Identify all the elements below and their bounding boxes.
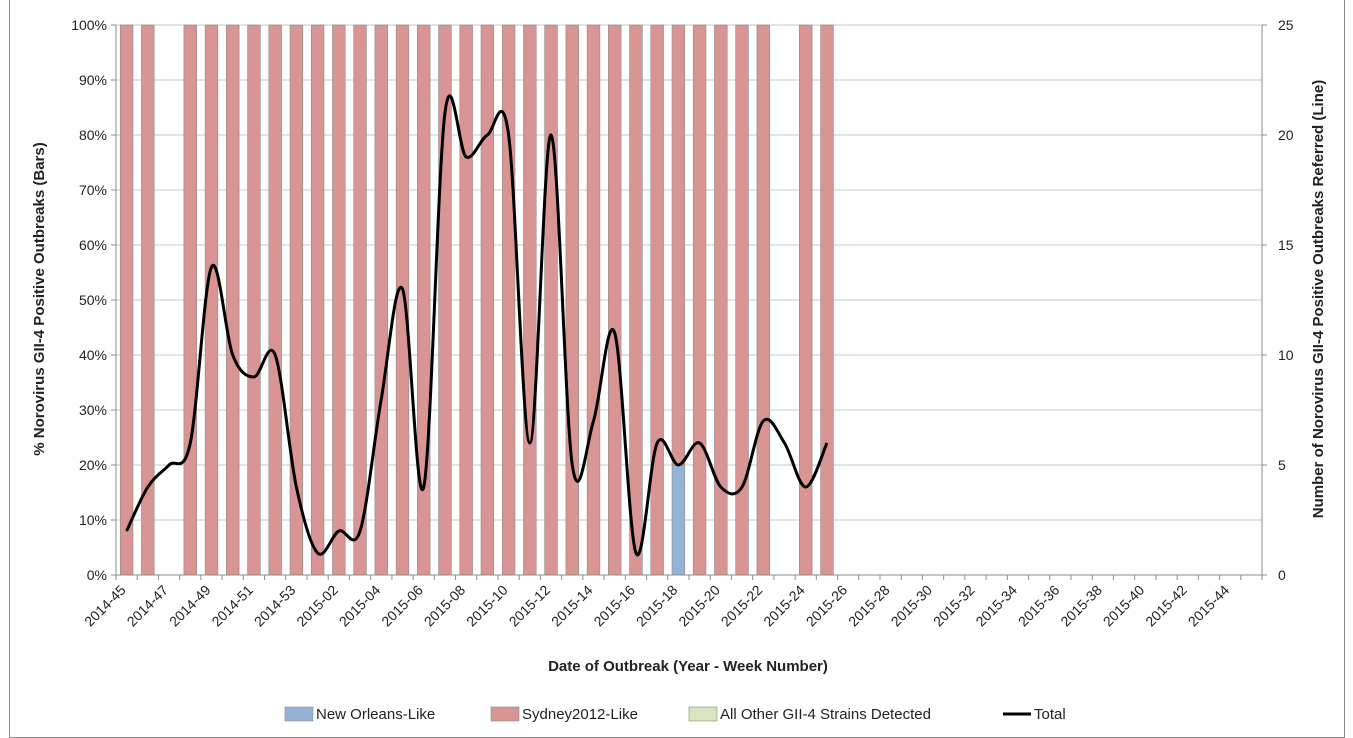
bar (586, 24, 601, 576)
bar (756, 24, 770, 576)
legend-label: Sydney2012-Like (522, 706, 638, 723)
bar (226, 24, 240, 576)
y2-axis-title: Number of Norovirus GII-4 Positive Outbr… (1310, 80, 1327, 518)
y-tick-label: 70% (79, 182, 107, 198)
bar (459, 24, 473, 576)
x-tick-label: 2015-40 (1100, 582, 1148, 630)
bar (523, 24, 537, 576)
y-axis-title: % Norovirus GII-4 Positive Outbreaks (Ba… (31, 142, 48, 455)
x-tick-label: 2015-06 (378, 582, 426, 630)
bar (353, 24, 367, 576)
y2-tick-label: 5 (1278, 457, 1286, 473)
legend-swatch (688, 706, 718, 722)
bar (799, 24, 813, 576)
bar (395, 24, 410, 576)
x-tick-label: 2015-38 (1057, 582, 1105, 630)
bar (501, 24, 516, 576)
y-tick-label: 80% (79, 127, 107, 143)
x-tick-label: 2015-02 (293, 582, 341, 630)
x-tick-label: 2014-45 (81, 582, 129, 630)
legend-label: All Other GII-4 Strains Detected (720, 706, 931, 723)
x-tick-label: 2014-53 (251, 582, 299, 630)
x-tick-label: 2015-28 (845, 582, 893, 630)
x-tick-label: 2015-30 (888, 582, 936, 630)
legend-swatch (284, 706, 314, 722)
legend: New Orleans-Like Sydney2012-Like All Other… (284, 706, 1066, 723)
y-tick-label: 90% (79, 72, 107, 88)
bar (183, 24, 197, 576)
y2-tick-label: 25 (1278, 17, 1294, 33)
bar (629, 24, 643, 576)
x-tick-label: 2014-47 (124, 582, 172, 630)
bar (820, 24, 834, 576)
x-tick-label: 2015-18 (633, 582, 681, 630)
x-tick-label: 2015-32 (930, 582, 978, 630)
bar (544, 24, 558, 576)
bar (374, 24, 388, 576)
bar (671, 464, 686, 576)
bar (671, 24, 686, 466)
y2-tick-label: 0 (1278, 567, 1286, 583)
y2-tick-label: 20 (1278, 127, 1294, 143)
bar (608, 24, 622, 576)
x-axis-title: Date of Outbreak (Year - Week Number) (548, 658, 828, 675)
bar (692, 24, 707, 576)
bar (650, 24, 664, 576)
x-tick-label: 2015-24 (760, 582, 808, 630)
x-tick-labels: 2014-452014-472014-492014-512014-532015-… (81, 582, 1232, 630)
x-tick-label: 2015-04 (336, 582, 384, 630)
x-tick-label: 2015-26 (803, 582, 851, 630)
x-tick-label: 2015-34 (972, 582, 1020, 630)
bar (268, 24, 282, 576)
legend-label: Total (1034, 706, 1066, 723)
bar (565, 24, 579, 576)
x-tick-label: 2015-42 (1142, 582, 1190, 630)
y-tick-label: 30% (79, 402, 107, 418)
x-tick-label: 2015-36 (1015, 582, 1063, 630)
line-series (125, 94, 829, 557)
x-tick-label: 2015-44 (1185, 582, 1233, 630)
bar (417, 24, 431, 576)
x-tick-label: 2015-14 (548, 582, 596, 630)
gridlines (116, 24, 1262, 576)
x-tick-label: 2015-16 (590, 582, 638, 630)
y-tick-label: 10% (79, 512, 107, 528)
y2-tick-label: 15 (1278, 237, 1294, 253)
y-tick-label: 60% (79, 237, 107, 253)
y-tick-label: 50% (79, 292, 107, 308)
bar (119, 24, 134, 576)
x-tick-label: 2015-20 (675, 582, 723, 630)
x-tick-label: 2014-51 (208, 582, 256, 630)
y2-tick-labels: 0 5 10 15 20 25 (1278, 17, 1294, 583)
y-tick-label: 0% (87, 567, 107, 583)
x-tick-label: 2015-12 (506, 582, 554, 630)
legend-swatch (490, 706, 520, 722)
bar (332, 24, 346, 576)
y-tick-label: 20% (79, 457, 107, 473)
x-tick-label: 2015-08 (421, 582, 469, 630)
bar (247, 24, 261, 576)
x-tick-label: 2014-49 (166, 582, 214, 630)
legend-label: New Orleans-Like (316, 706, 435, 723)
y-tick-labels: 0% 10% 20% 30% 40% 50% 60% 70% 80% 90% 100% (71, 17, 107, 583)
x-tick-label: 2015-10 (463, 582, 511, 630)
bar (310, 24, 325, 576)
axes (111, 24, 1267, 580)
y-tick-label: 100% (71, 17, 107, 33)
bar (480, 24, 495, 576)
y-tick-label: 40% (79, 347, 107, 363)
y2-tick-label: 10 (1278, 347, 1294, 363)
total-line (125, 94, 829, 557)
x-tick-label: 2015-22 (718, 582, 766, 630)
